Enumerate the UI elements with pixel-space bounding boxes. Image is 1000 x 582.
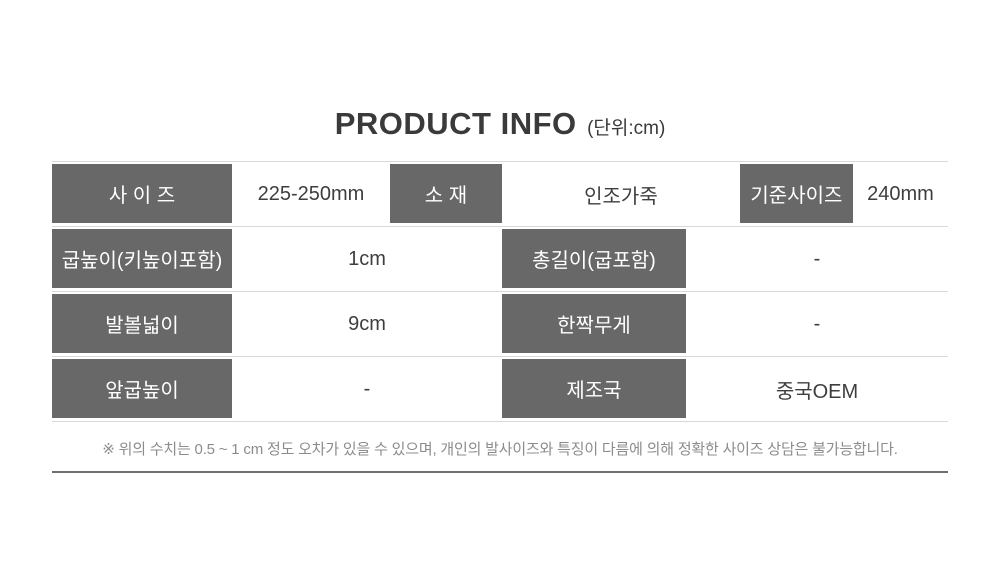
bottom-divider [52,471,948,473]
footnote-text: ※ 위의 수치는 0.5 ~ 1 cm 정도 오차가 있을 수 있으며, 개인의… [102,441,898,458]
value-cell-material: 인조가죽 [501,162,740,226]
header-cell-manufacture-country: 제조국 [501,357,686,421]
spec-table: 사 이 즈 225-250mm 소 재 인조가죽 기준사이즈 240mm 굽높이… [52,161,948,422]
value-cell-front-heel-height: - [232,357,502,421]
value-cell-standard-size: 240mm [852,162,948,226]
table-row: 발볼넓이 9cm 한짝무게 - [52,292,948,357]
header-cell-standard-size: 기준사이즈 [739,162,853,226]
table-row: 앞굽높이 - 제조국 중국OEM [52,357,948,422]
header-cell-front-heel-height: 앞굽높이 [52,357,232,421]
header-cell-single-weight: 한짝무게 [501,292,686,356]
header-cell-material: 소 재 [389,162,502,226]
value-cell-total-length: - [685,227,948,291]
table-row: 굽높이(키높이포함) 1cm 총길이(굽포함) - [52,227,948,292]
header-cell-total-length: 총길이(굽포함) [501,227,686,291]
title-text: PRODUCT INFO [334,106,577,141]
header-cell-heel-height: 굽높이(키높이포함) [52,227,232,291]
value-cell-manufacture-country: 중국OEM [685,357,948,421]
header-cell-size: 사 이 즈 [52,162,232,226]
value-cell-single-weight: - [685,292,948,356]
table-row: 사 이 즈 225-250mm 소 재 인조가죽 기준사이즈 240mm [52,162,948,227]
value-cell-foot-width: 9cm [232,292,502,356]
value-cell-heel-height: 1cm [232,227,502,291]
value-cell-size: 225-250mm [232,162,390,226]
header-cell-foot-width: 발볼넓이 [52,292,232,356]
page-title: PRODUCT INFO (단위:cm) [52,0,948,142]
content-wrapper: PRODUCT INFO (단위:cm) 사 이 즈 225-250mm 소 재… [52,0,948,473]
title-unit-label: (단위:cm) [587,118,666,139]
